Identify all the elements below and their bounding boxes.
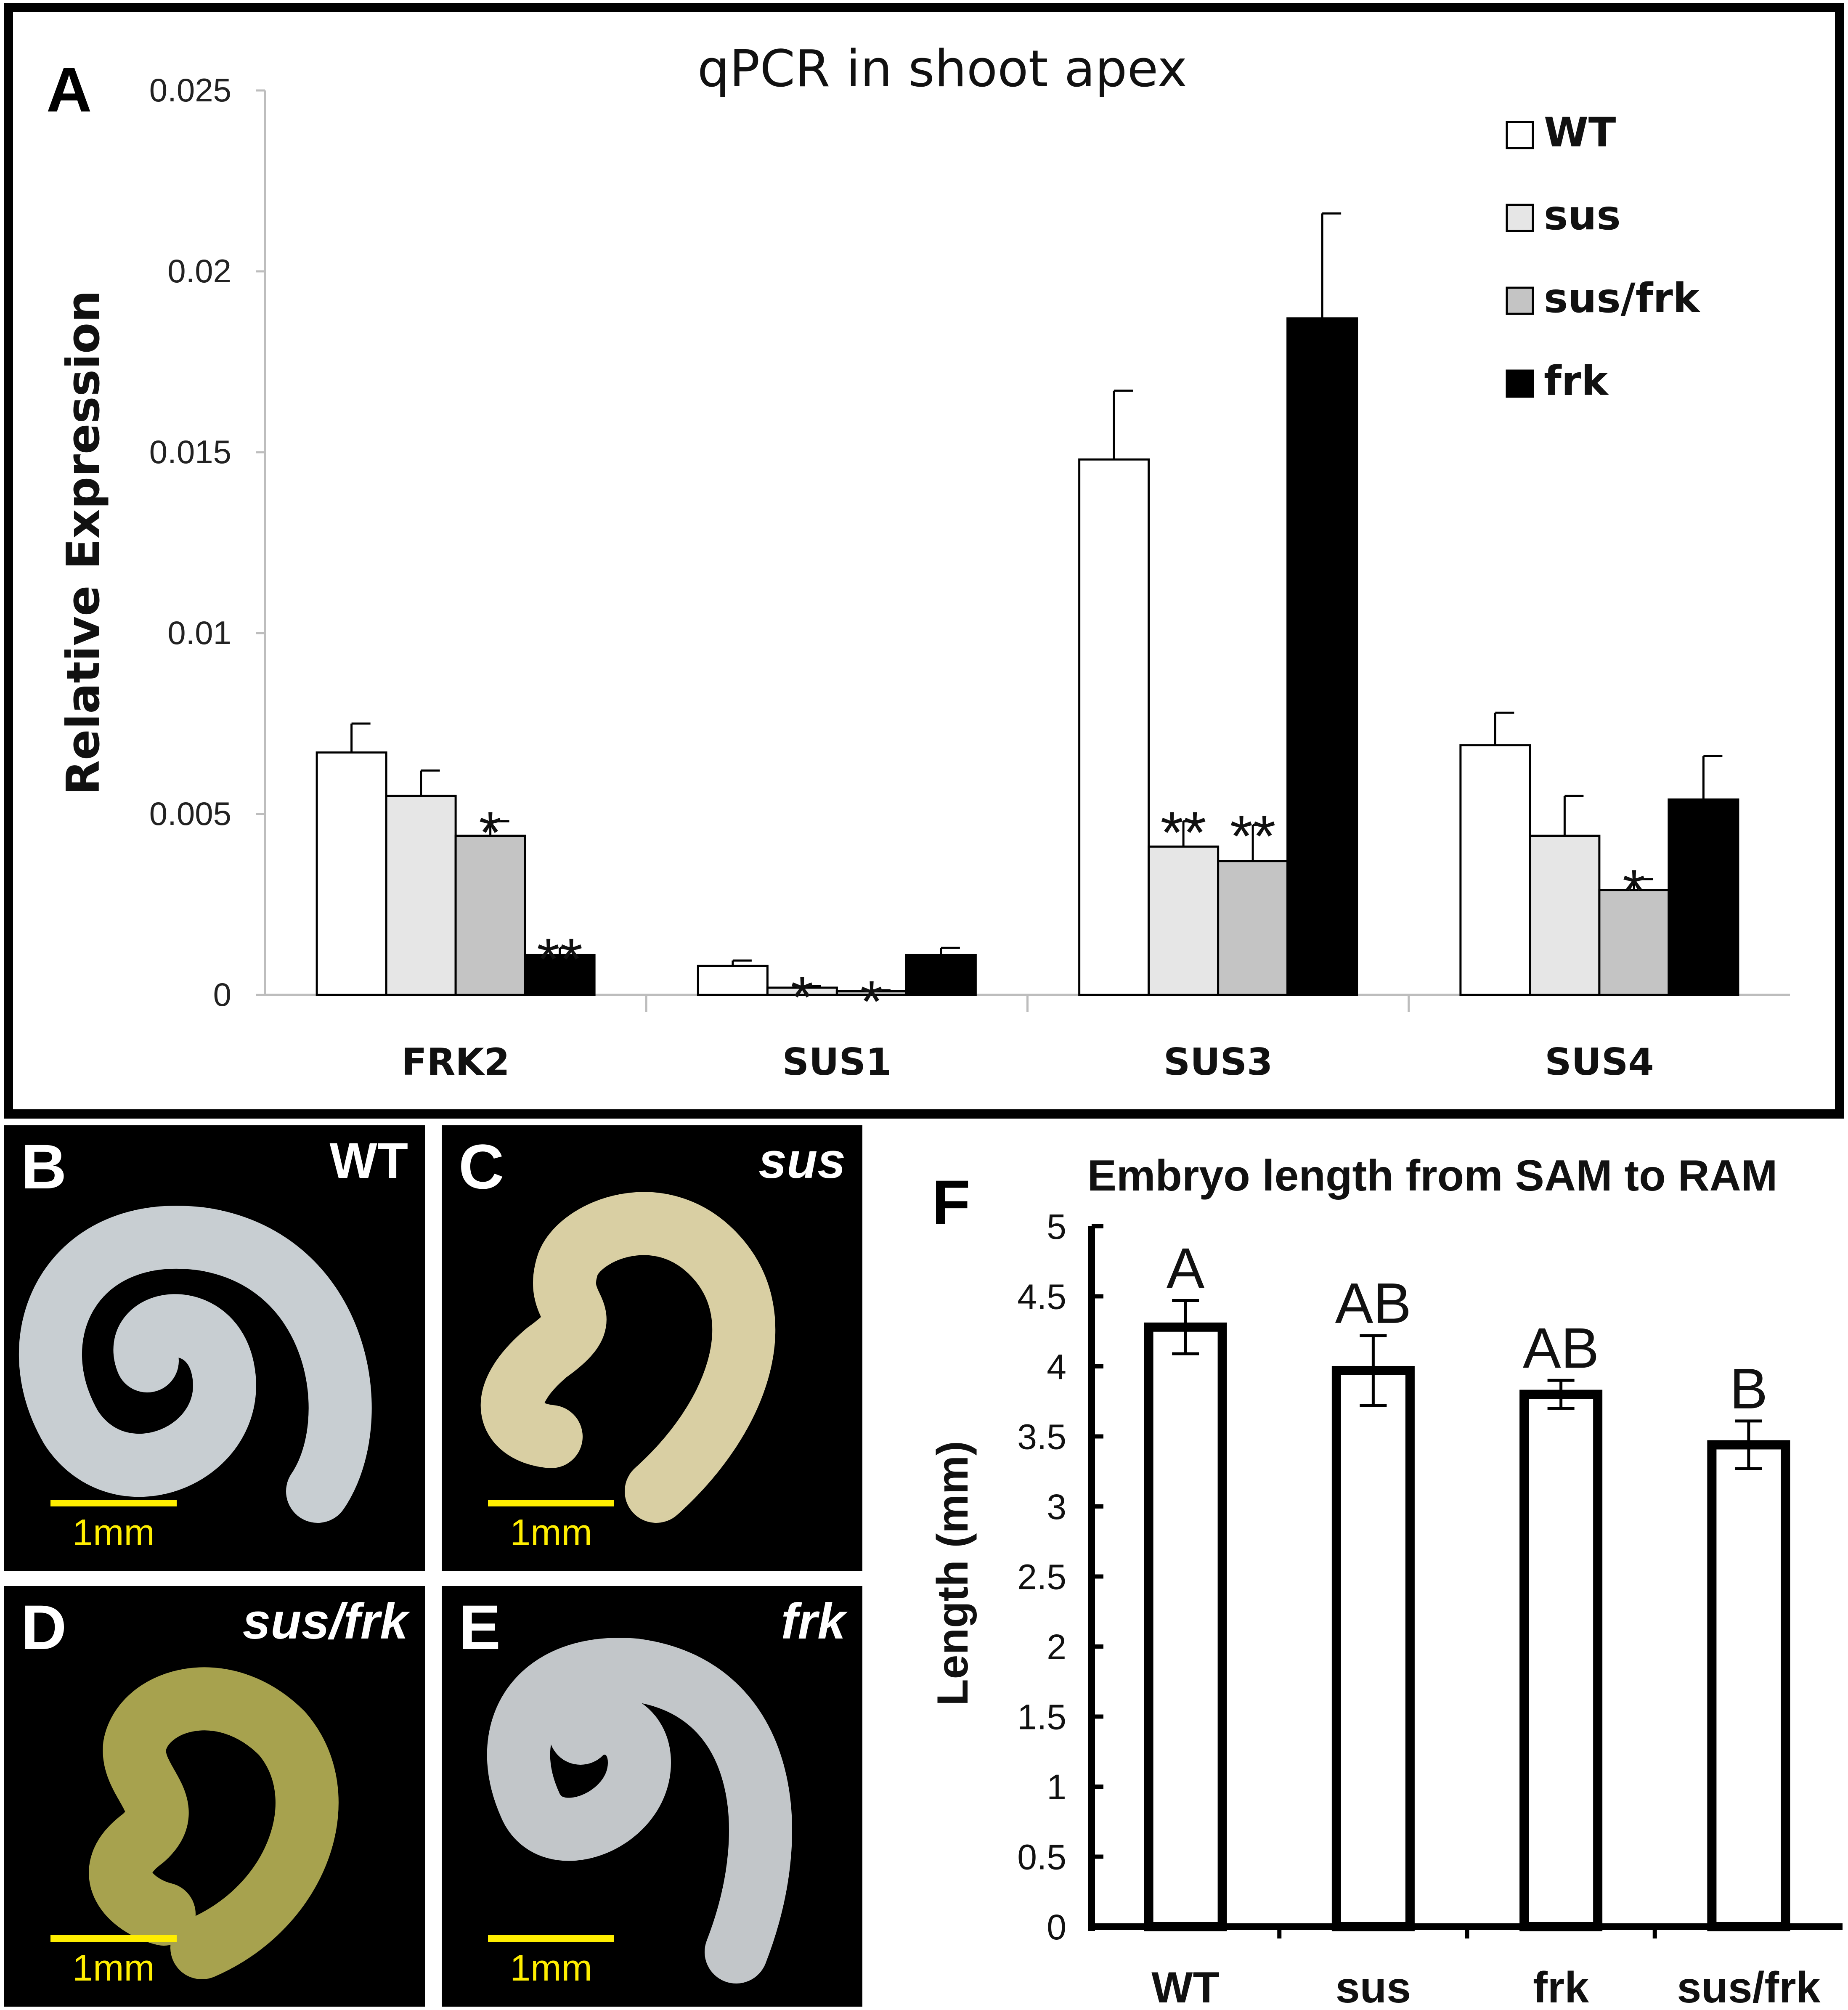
y-tick-label: 0.02	[167, 252, 231, 289]
panel-a-title: qPCR in shoot apex	[697, 40, 1187, 98]
category-label: SUS4	[1545, 1040, 1654, 1084]
group-label: A	[1167, 1236, 1205, 1300]
photo-panel-b: B WT 1mm	[4, 1125, 425, 1571]
bar	[1598, 889, 1670, 996]
genotype-label: sus	[758, 1132, 846, 1189]
photo-letter: C	[459, 1131, 504, 1202]
bar	[1148, 845, 1220, 996]
photo-letter: D	[21, 1592, 66, 1663]
y-tick-label: 0.015	[149, 433, 231, 470]
bar	[697, 965, 769, 996]
legend-label: sus	[1544, 192, 1621, 239]
embryo-image	[480, 1192, 776, 1523]
genotype-label: frk	[781, 1593, 848, 1649]
bar	[1668, 798, 1739, 996]
panel-f-ylabel: Length (mm)	[928, 1441, 977, 1706]
bar	[454, 835, 526, 996]
significance-label: *	[1623, 857, 1645, 923]
category-label: frk	[1533, 1963, 1589, 2010]
scale-bar	[50, 1935, 177, 1942]
y-tick-label: 0.005	[149, 795, 231, 832]
significance-label: **	[1230, 803, 1276, 869]
significance-label: *	[479, 799, 501, 865]
legend-label: frk	[1544, 358, 1609, 405]
category-label: SUS3	[1164, 1040, 1273, 1084]
bar	[1331, 1366, 1415, 1931]
bar	[905, 954, 977, 996]
panel-f-letter: F	[932, 1167, 970, 1238]
category-label: WT	[1151, 1963, 1220, 2010]
bar	[1078, 458, 1150, 996]
scale-bar	[488, 1935, 614, 1942]
legend-swatch	[1506, 121, 1534, 149]
scale-bar	[50, 1500, 177, 1506]
y-tick-label: 0.01	[167, 614, 231, 651]
bar	[1529, 835, 1601, 996]
bar	[385, 795, 457, 996]
photo-letter: E	[459, 1592, 501, 1663]
category-label: sus	[1336, 1963, 1411, 2010]
y-tick-label: 4.5	[1017, 1277, 1066, 1317]
significance-label: *	[860, 968, 883, 1034]
scale-label: 1mm	[510, 1947, 592, 1989]
y-tick-label: 1	[1047, 1767, 1066, 1807]
bar	[1286, 317, 1358, 996]
scale-label: 1mm	[510, 1511, 592, 1553]
y-tick-label: 0.025	[149, 72, 231, 109]
embryo-image	[19, 1206, 372, 1523]
category-label: FRK2	[401, 1040, 509, 1084]
category-label: SUS1	[782, 1040, 891, 1084]
panel-a-ylabel: Relative Expression	[57, 290, 110, 795]
legend-swatch	[1506, 369, 1534, 398]
panel-f-title: Embryo length from SAM to RAM	[1087, 1151, 1778, 1200]
bar	[1519, 1389, 1603, 1932]
scale-label: 1mm	[72, 1947, 155, 1989]
scale-label: 1mm	[72, 1511, 155, 1553]
bar	[1144, 1322, 1227, 1931]
y-tick-label: 3.5	[1017, 1417, 1066, 1457]
panel-a-letter: A	[46, 54, 92, 125]
bar	[316, 751, 387, 996]
significance-label: *	[791, 964, 814, 1030]
panel-f-plot: 0 0.5 1 1.5 2 2.5 3 3.5 4 4.5 5 A WT AB sus AB frk Bsus/f…	[1017, 1207, 1843, 2010]
y-tick-label: 3	[1047, 1487, 1066, 1527]
genotype-label: WT	[329, 1132, 408, 1189]
group-label: B	[1730, 1357, 1768, 1421]
significance-label: **	[1161, 799, 1206, 865]
y-tick-label: 2	[1047, 1627, 1066, 1667]
y-tick-label: 0.5	[1017, 1838, 1066, 1877]
y-tick-label: 0	[213, 976, 231, 1013]
embryo-image	[487, 1638, 792, 1983]
bar	[1459, 744, 1531, 996]
legend-label: sus/frk	[1544, 275, 1701, 322]
y-tick-label: 4	[1047, 1347, 1066, 1387]
legend-swatch	[1506, 286, 1534, 315]
y-tick-label: 5	[1047, 1207, 1066, 1246]
bar	[1217, 860, 1289, 996]
legend-swatch	[1506, 204, 1534, 232]
category-label: sus/frk	[1677, 1963, 1820, 2010]
embryo-image	[89, 1667, 339, 1979]
group-label: AB	[1335, 1271, 1411, 1335]
scale-bar	[488, 1500, 614, 1506]
legend-label: WT	[1544, 109, 1616, 156]
bar	[1707, 1440, 1790, 1931]
y-tick-label: 1.5	[1017, 1697, 1066, 1737]
y-tick-label: 0	[1047, 1907, 1066, 1947]
genotype-label: sus/frk	[242, 1593, 410, 1649]
significance-label: **	[537, 926, 583, 992]
group-label: AB	[1523, 1316, 1599, 1380]
y-tick-label: 2.5	[1017, 1557, 1066, 1597]
photo-letter: B	[21, 1131, 66, 1202]
bar	[524, 954, 596, 996]
